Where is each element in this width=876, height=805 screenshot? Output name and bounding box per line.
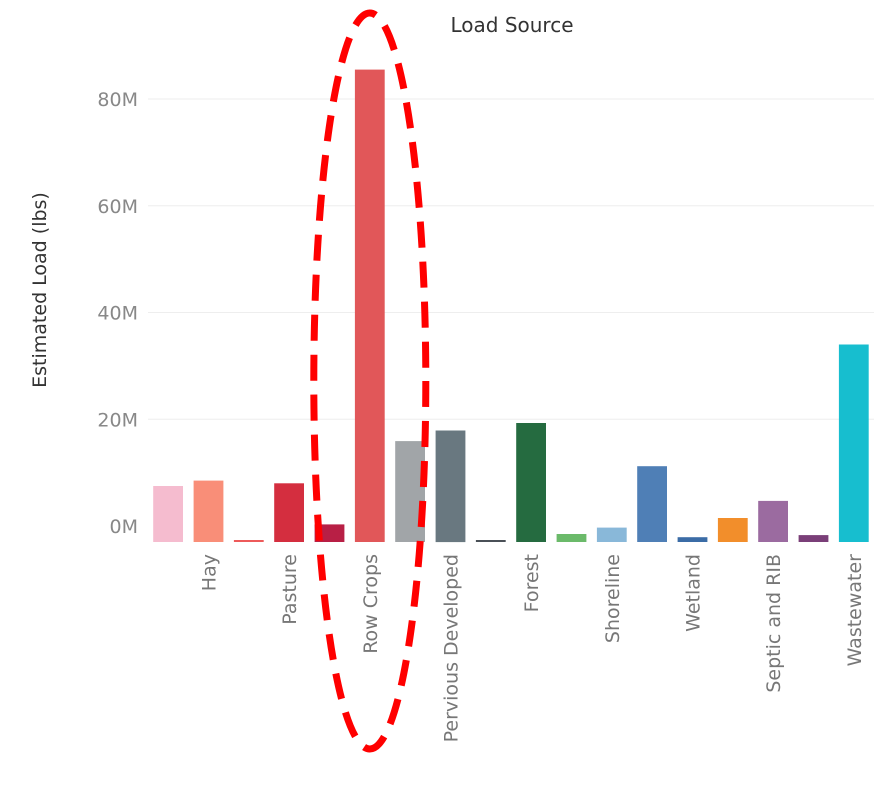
y-tick-label: 80M <box>97 89 138 111</box>
bar <box>233 540 264 542</box>
x-tick-label: Wastewater <box>844 554 866 667</box>
y-axis-ticks: 0M 20M 40M 60M 80M <box>97 89 138 538</box>
bars <box>153 69 869 543</box>
chart-title: Load Source <box>450 13 573 37</box>
x-tick-label: Forest <box>521 554 543 612</box>
bar <box>475 540 506 542</box>
x-tick-label: Row Crops <box>360 554 382 654</box>
bar <box>153 486 183 542</box>
y-tick-label: 60M <box>97 196 138 218</box>
bar <box>274 483 304 542</box>
y-tick-label: 0M <box>110 516 138 538</box>
y-axis-label: Estimated Load (lbs) <box>29 192 51 388</box>
x-axis-ticks: Hay Pasture Row Crops Pervious Developed For… <box>199 554 866 743</box>
y-tick-label: 40M <box>97 303 138 325</box>
bar <box>838 344 869 542</box>
bar <box>596 527 627 542</box>
bar <box>717 518 748 542</box>
bar <box>798 535 829 542</box>
bar <box>354 69 385 542</box>
x-tick-label: Septic and RIB <box>763 554 785 693</box>
bar <box>637 466 667 542</box>
x-tick-label: Shoreline <box>602 554 624 643</box>
bar <box>516 423 546 542</box>
bar <box>193 480 224 542</box>
bar <box>556 534 587 542</box>
highlight-ellipse <box>310 9 430 753</box>
bar <box>435 430 466 543</box>
bar <box>758 500 788 542</box>
x-tick-label: Pervious Developed <box>441 554 463 742</box>
x-tick-label: Pasture <box>279 554 301 625</box>
gridlines <box>148 98 874 420</box>
y-tick-label: 20M <box>97 409 138 431</box>
x-tick-label: Wetland <box>683 554 705 632</box>
x-tick-label: Hay <box>199 554 221 591</box>
bar <box>677 537 708 542</box>
highlight-annotation <box>310 9 430 753</box>
